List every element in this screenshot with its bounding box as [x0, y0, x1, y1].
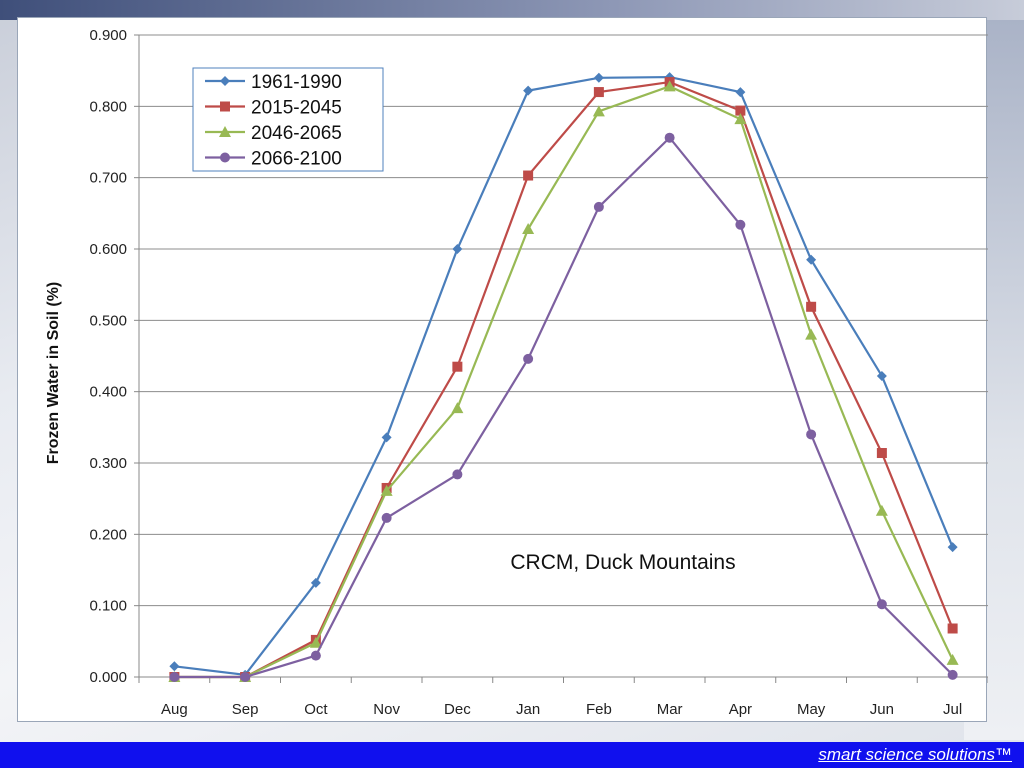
data-point: [876, 448, 887, 459]
data-point: [735, 87, 746, 98]
data-point: [381, 512, 392, 523]
legend-entry: 2066-2100: [251, 149, 342, 170]
x-tick-label: Jul: [943, 701, 962, 718]
x-tick-label: Apr: [729, 701, 752, 718]
x-tick-label: Mar: [657, 701, 683, 718]
x-tick-label: Aug: [161, 701, 188, 718]
y-tick-label: 0.500: [89, 312, 127, 329]
legend-entry: 2015-2045: [251, 98, 342, 119]
legend-marker: [220, 101, 230, 112]
data-point: [451, 402, 464, 414]
data-point: [169, 672, 180, 682]
x-tick-label: Nov: [373, 701, 400, 718]
data-point: [947, 669, 958, 680]
data-point: [523, 353, 534, 364]
data-point: [592, 105, 605, 117]
data-point: [734, 113, 747, 125]
data-point: [593, 72, 604, 83]
axis-layer: 0.000 0.100 0.200 0.300 0.400 0.500 0.600 0.700…: [89, 27, 988, 718]
legend-entry: 2046-2065: [251, 123, 342, 144]
data-point: [523, 170, 534, 181]
x-tick-label: Dec: [444, 701, 471, 718]
data-point: [169, 661, 180, 672]
legend: 1961-1990 2015-2045 2046-2065 2066-2100: [192, 67, 384, 172]
chart-frame: 0.000 0.100 0.200 0.300 0.400 0.500 0.600 0.700…: [17, 17, 988, 722]
data-point: [593, 201, 604, 212]
data-point: [310, 577, 321, 588]
data-point: [806, 429, 817, 440]
x-tick-label: May: [797, 701, 826, 718]
legend-entry: 1961-1990: [251, 72, 342, 93]
series-line: [174, 85, 954, 679]
x-tick-label: Feb: [586, 701, 612, 718]
data-point: [876, 370, 887, 381]
data-point: [310, 650, 321, 661]
data-point: [664, 132, 675, 143]
data-point: [522, 223, 535, 235]
data-point: [663, 80, 676, 92]
data-point: [240, 672, 251, 682]
series-line: [174, 80, 954, 679]
y-tick-label: 0.900: [89, 27, 127, 44]
y-tick-label: 0.600: [89, 241, 127, 258]
footer-link[interactable]: smart science solutions™: [818, 745, 1012, 764]
footer-bar: smart science solutions™: [0, 742, 1024, 768]
top-band: [0, 0, 1024, 20]
y-tick-label: 0.700: [89, 170, 127, 187]
data-point: [806, 301, 817, 312]
y-tick-label: 0.300: [89, 455, 127, 472]
data-point: [735, 219, 746, 230]
data-point: [805, 328, 818, 340]
series-layer: [168, 72, 959, 682]
y-tick-label: 0.400: [89, 384, 127, 401]
series-1: [169, 72, 958, 680]
data-point: [452, 469, 463, 480]
x-tick-label: Jan: [516, 701, 540, 718]
data-point: [381, 432, 392, 443]
data-point: [947, 542, 958, 553]
data-point: [947, 623, 958, 634]
line-chart: 0.000 0.100 0.200 0.300 0.400 0.500 0.600 0.700…: [45, 27, 988, 718]
x-tick-label: Sep: [232, 701, 259, 718]
series-line: [174, 136, 954, 679]
data-point: [735, 105, 746, 116]
data-point: [946, 653, 959, 665]
y-tick-label: 0.000: [89, 669, 127, 686]
legend-marker: [220, 152, 230, 163]
data-point: [380, 484, 393, 496]
x-tick-label: Oct: [304, 701, 328, 718]
data-point: [309, 636, 322, 648]
data-point: [452, 244, 463, 254]
y-tick-label: 0.800: [89, 98, 127, 115]
data-point: [876, 599, 887, 610]
data-point: [593, 87, 604, 98]
data-point: [875, 504, 888, 516]
x-tick-label: Jun: [870, 701, 894, 718]
legend-marker: [219, 126, 231, 137]
data-point: [452, 361, 463, 372]
y-tick-label: 0.100: [89, 598, 127, 615]
series-line: [174, 75, 954, 677]
data-point: [806, 254, 817, 265]
y-tick-label: 0.200: [89, 526, 127, 543]
y-axis-label: Frozen Water in Soil (%): [45, 282, 62, 465]
chart-annotation: CRCM, Duck Mountains: [510, 551, 735, 574]
data-point: [523, 85, 534, 96]
series-4: [169, 132, 958, 682]
legend-marker: [220, 76, 230, 86]
